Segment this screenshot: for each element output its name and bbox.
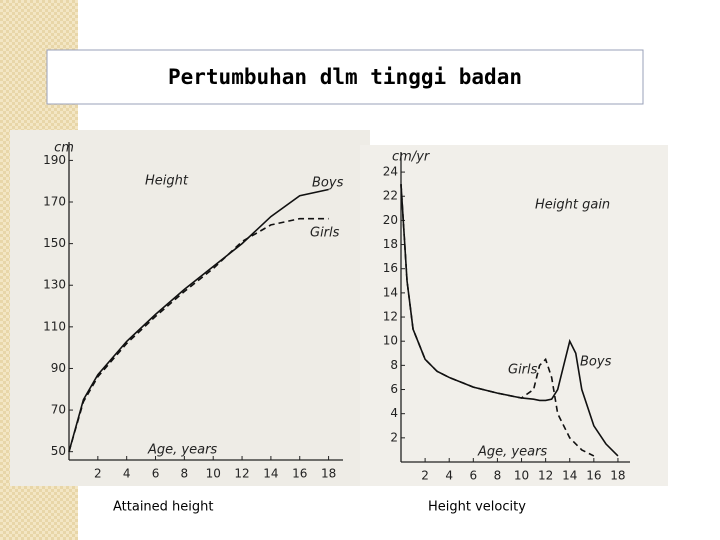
y-tick-label: 10 [383, 334, 398, 348]
x-tick-label: 4 [445, 469, 453, 483]
y-tick-label: 18 [383, 237, 398, 251]
scan-area [10, 130, 370, 486]
x-tick-label: 10 [514, 469, 529, 483]
y-tick-label: 170 [43, 195, 66, 209]
scan-area [360, 145, 668, 486]
x-tick-label: 6 [469, 469, 477, 483]
y-tick-label: 14 [383, 285, 398, 299]
chart-annotation: cm [54, 141, 74, 156]
chart-annotation: Height gain [535, 198, 610, 213]
caption: Attained height [113, 500, 214, 515]
x-tick-label: 8 [494, 469, 502, 483]
y-tick-label: 8 [390, 358, 398, 372]
series-label: Girls [310, 226, 340, 241]
y-tick-label: 12 [383, 310, 398, 324]
title-box [46, 49, 644, 105]
y-tick-label: 150 [43, 236, 66, 250]
y-tick-label: 2 [390, 430, 398, 444]
y-tick-label: 70 [51, 403, 66, 417]
series-label: Boys [312, 176, 344, 191]
y-tick-label: 110 [43, 319, 66, 333]
series-label: Girls [508, 363, 538, 378]
series-line [68, 217, 329, 452]
x-tick-label: 8 [181, 467, 189, 481]
y-tick-label: 6 [390, 382, 398, 396]
x-tick-label: 18 [610, 469, 625, 483]
x-tick-label: 16 [586, 469, 601, 483]
x-tick-label: 12 [538, 469, 553, 483]
y-tick-label: 90 [51, 361, 66, 375]
x-tick-label: 2 [421, 469, 429, 483]
x-tick-label: 10 [206, 467, 221, 481]
chart-annotation: Age, years [477, 445, 547, 460]
x-tick-label: 6 [152, 467, 160, 481]
series-line [68, 188, 329, 452]
x-tick-label: 4 [123, 467, 131, 481]
chart-annotation: Height [145, 174, 189, 189]
x-tick-label: 2 [94, 467, 102, 481]
x-tick-label: 16 [292, 467, 307, 481]
y-tick-label: 24 [383, 165, 398, 179]
y-tick-label: 20 [383, 213, 398, 227]
slide-title: Pertumbuhan dlm tinggi badan [168, 65, 522, 89]
chart-annotation: Age, years [147, 443, 217, 458]
x-tick-label: 14 [263, 467, 278, 481]
caption: Height velocity [428, 500, 526, 515]
series-label: Boys [580, 355, 612, 370]
y-tick-label: 22 [383, 189, 398, 203]
y-tick-label: 190 [43, 153, 66, 167]
x-tick-label: 14 [562, 469, 577, 483]
y-tick-label: 16 [383, 261, 398, 275]
x-tick-label: 12 [234, 467, 249, 481]
x-tick-label: 18 [321, 467, 336, 481]
y-tick-label: 130 [43, 278, 66, 292]
chart-annotation: cm/yr [392, 150, 431, 165]
y-tick-label: 50 [51, 444, 66, 458]
y-tick-label: 4 [390, 406, 398, 420]
series-line [400, 184, 595, 457]
